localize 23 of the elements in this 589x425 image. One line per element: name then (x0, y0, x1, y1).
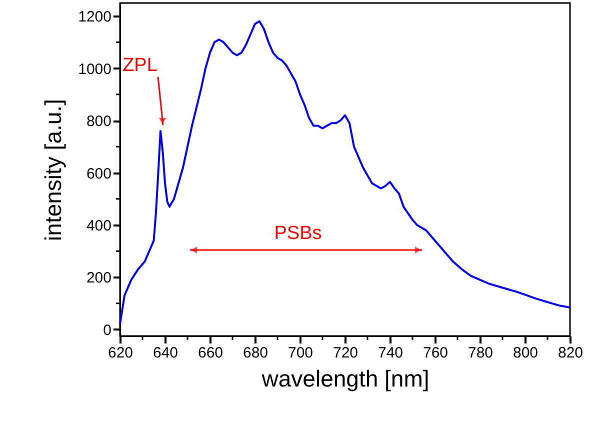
x-tick-label: 820 (558, 344, 584, 362)
y-tick-label: 400 (86, 218, 112, 234)
y-tick-label: 1200 (78, 8, 112, 26)
x-tick-label: 640 (152, 344, 178, 362)
x-tick-label: 720 (332, 344, 358, 362)
x-tick-label: 760 (422, 344, 448, 362)
x-tick-label: 660 (198, 344, 224, 362)
y-tick-label: 800 (86, 113, 112, 130)
x-tick-label: 700 (288, 344, 314, 362)
annotation: ZPL (122, 55, 158, 76)
y-tick-label: 200 (86, 270, 112, 287)
y-tick-label: 1000 (78, 60, 112, 78)
x-tick-label: 800 (512, 344, 538, 362)
x-tick-label: 620 (108, 344, 134, 362)
x-axis-title: wavelength [nm] (260, 366, 430, 392)
annotation: PSBs (274, 223, 322, 244)
x-tick-label: 740 (378, 344, 404, 362)
line-series (119, 20, 571, 326)
y-axis-title: intensity [a.u.] (40, 99, 66, 241)
x-tick-label: 680 (242, 344, 268, 362)
x-tick-label: 780 (468, 344, 494, 362)
y-tick-label: 600 (86, 165, 112, 182)
y-tick-label: 0 (103, 322, 112, 339)
